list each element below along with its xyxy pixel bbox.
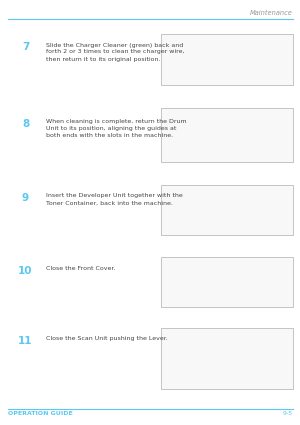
Text: Close the Scan Unit pushing the Lever.: Close the Scan Unit pushing the Lever. <box>46 336 168 341</box>
Text: Insert the Developer Unit together with the
Toner Container, back into the machi: Insert the Developer Unit together with … <box>46 193 183 205</box>
FancyBboxPatch shape <box>164 38 290 81</box>
FancyBboxPatch shape <box>160 328 292 389</box>
Text: Maintenance: Maintenance <box>250 10 292 16</box>
Text: 11: 11 <box>18 336 33 346</box>
Text: 10: 10 <box>18 266 33 276</box>
Text: 7: 7 <box>22 42 29 53</box>
FancyBboxPatch shape <box>164 113 290 157</box>
Text: Close the Front Cover.: Close the Front Cover. <box>46 266 116 271</box>
FancyBboxPatch shape <box>160 257 292 307</box>
FancyBboxPatch shape <box>164 189 290 230</box>
Text: Slide the Charger Cleaner (green) back and
forth 2 or 3 times to clean the charg: Slide the Charger Cleaner (green) back a… <box>46 42 185 62</box>
Text: 9: 9 <box>22 193 29 204</box>
FancyBboxPatch shape <box>164 332 290 385</box>
FancyBboxPatch shape <box>160 185 292 235</box>
Text: 9-5: 9-5 <box>282 411 292 416</box>
Text: 8: 8 <box>22 119 29 129</box>
FancyBboxPatch shape <box>160 34 292 85</box>
Text: OPERATION GUIDE: OPERATION GUIDE <box>8 411 72 416</box>
Text: When cleaning is complete, return the Drum
Unit to its position, aligning the gu: When cleaning is complete, return the Dr… <box>46 119 187 138</box>
FancyBboxPatch shape <box>160 108 292 162</box>
FancyBboxPatch shape <box>164 261 290 303</box>
